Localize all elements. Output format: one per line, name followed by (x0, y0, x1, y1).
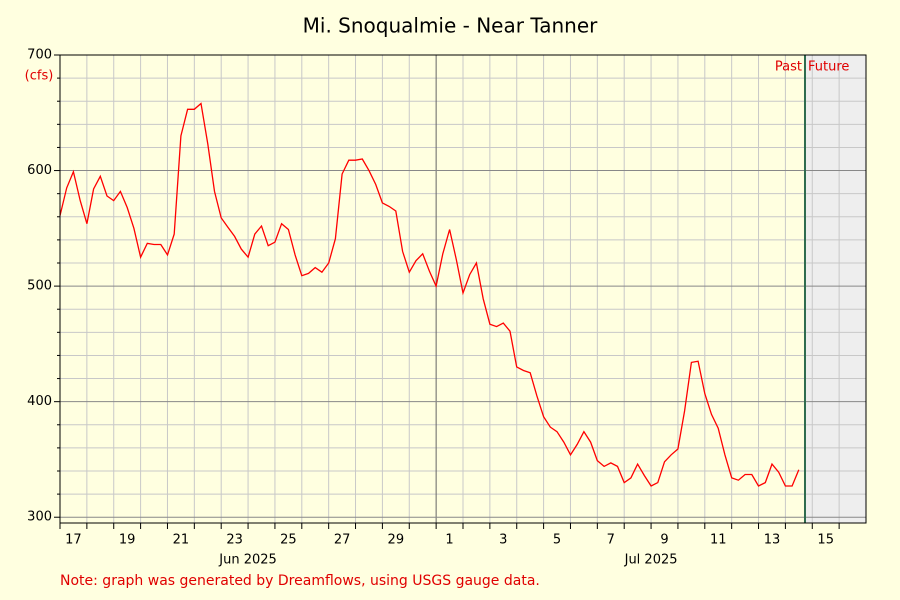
month-label: Jun 2025 (218, 553, 277, 568)
past-label: Past (775, 60, 802, 75)
future-label: Future (808, 60, 849, 75)
x-tick-label: 5 (553, 533, 561, 548)
y-tick-label: 700 (27, 48, 52, 63)
x-tick-label: 19 (119, 533, 136, 548)
x-tick-label: 9 (660, 533, 668, 548)
x-tick-label: 29 (388, 533, 405, 548)
x-tick-label: 1 (445, 533, 453, 548)
x-tick-label: 17 (65, 533, 82, 548)
x-tick-label: 7 (607, 533, 615, 548)
note: Note: graph was generated by Dreamflows,… (60, 573, 540, 589)
x-tick-label: 23 (226, 533, 243, 548)
x-tick-label: 25 (280, 533, 297, 548)
x-tick-label: 21 (173, 533, 190, 548)
x-tick-label: 27 (334, 533, 351, 548)
data-line (59, 102, 800, 487)
month-label: Jul 2025 (624, 553, 678, 568)
x-tick-label: 3 (499, 533, 507, 548)
y-tick-label: 400 (27, 394, 52, 409)
y-unit: (cfs) (25, 69, 54, 84)
y-tick-label: 500 (27, 279, 52, 294)
plot-border (59, 54, 867, 524)
x-tick-label: 11 (710, 533, 727, 548)
y-tick-label: 300 (27, 510, 52, 525)
x-tick-label: 15 (817, 533, 834, 548)
future-region (804, 55, 866, 523)
y-tick-label: 600 (27, 163, 52, 178)
x-tick-label: 13 (764, 533, 781, 548)
chart-title: Mi. Snoqualmie - Near Tanner (303, 14, 599, 38)
